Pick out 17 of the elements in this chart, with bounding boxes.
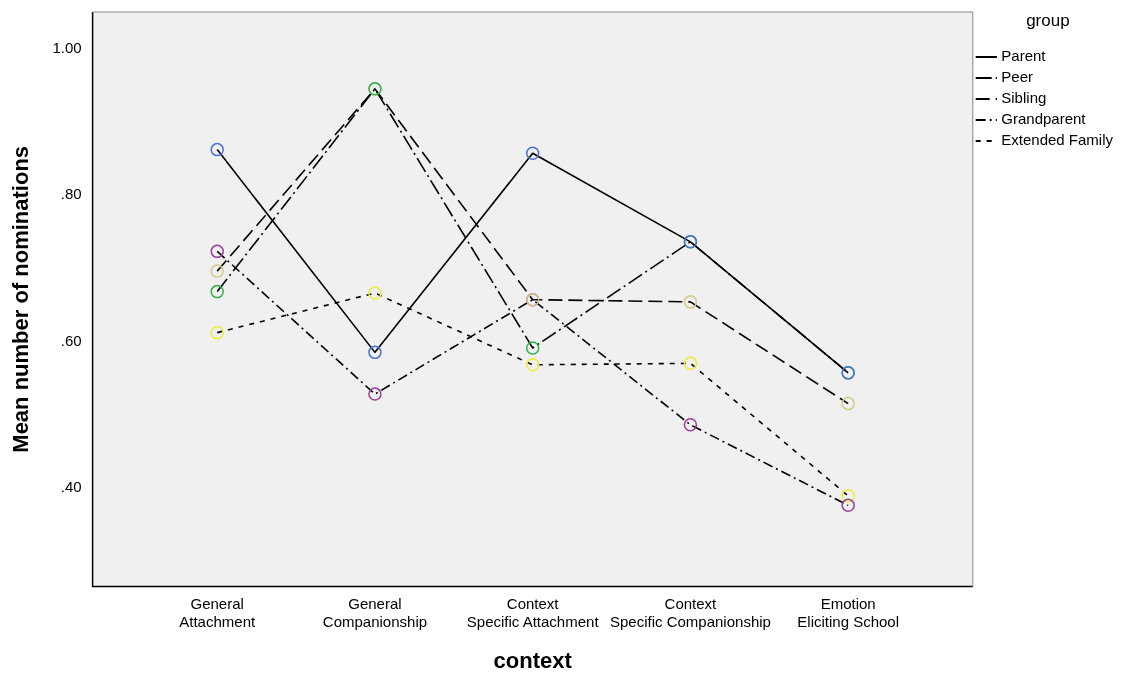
x-tick-label: General Attachment — [179, 594, 256, 630]
y-tick-label: .40 — [60, 477, 82, 495]
legend-label: Sibling — [1001, 89, 1047, 107]
y-axis-title: Mean number of nominations — [8, 145, 34, 453]
x-tick-label: Context Specific Attachment — [466, 594, 600, 630]
legend-title: group — [1026, 11, 1070, 31]
legend-label: Peer — [1001, 68, 1033, 86]
x-tick-label: General Companionship — [322, 594, 428, 630]
y-tick-label: 1.00 — [52, 38, 82, 56]
x-axis-title: context — [493, 647, 573, 673]
x-tick-label: Emotion Eliciting School — [797, 594, 900, 630]
y-tick-label: .60 — [60, 331, 82, 349]
legend-label: Grandparent — [1001, 110, 1087, 128]
y-tick-label: .80 — [60, 185, 82, 203]
legend-label: Parent — [1001, 47, 1047, 65]
x-tick-label: Context Specific Companionship — [609, 594, 771, 630]
legend-label: Extended Family — [1001, 131, 1114, 149]
